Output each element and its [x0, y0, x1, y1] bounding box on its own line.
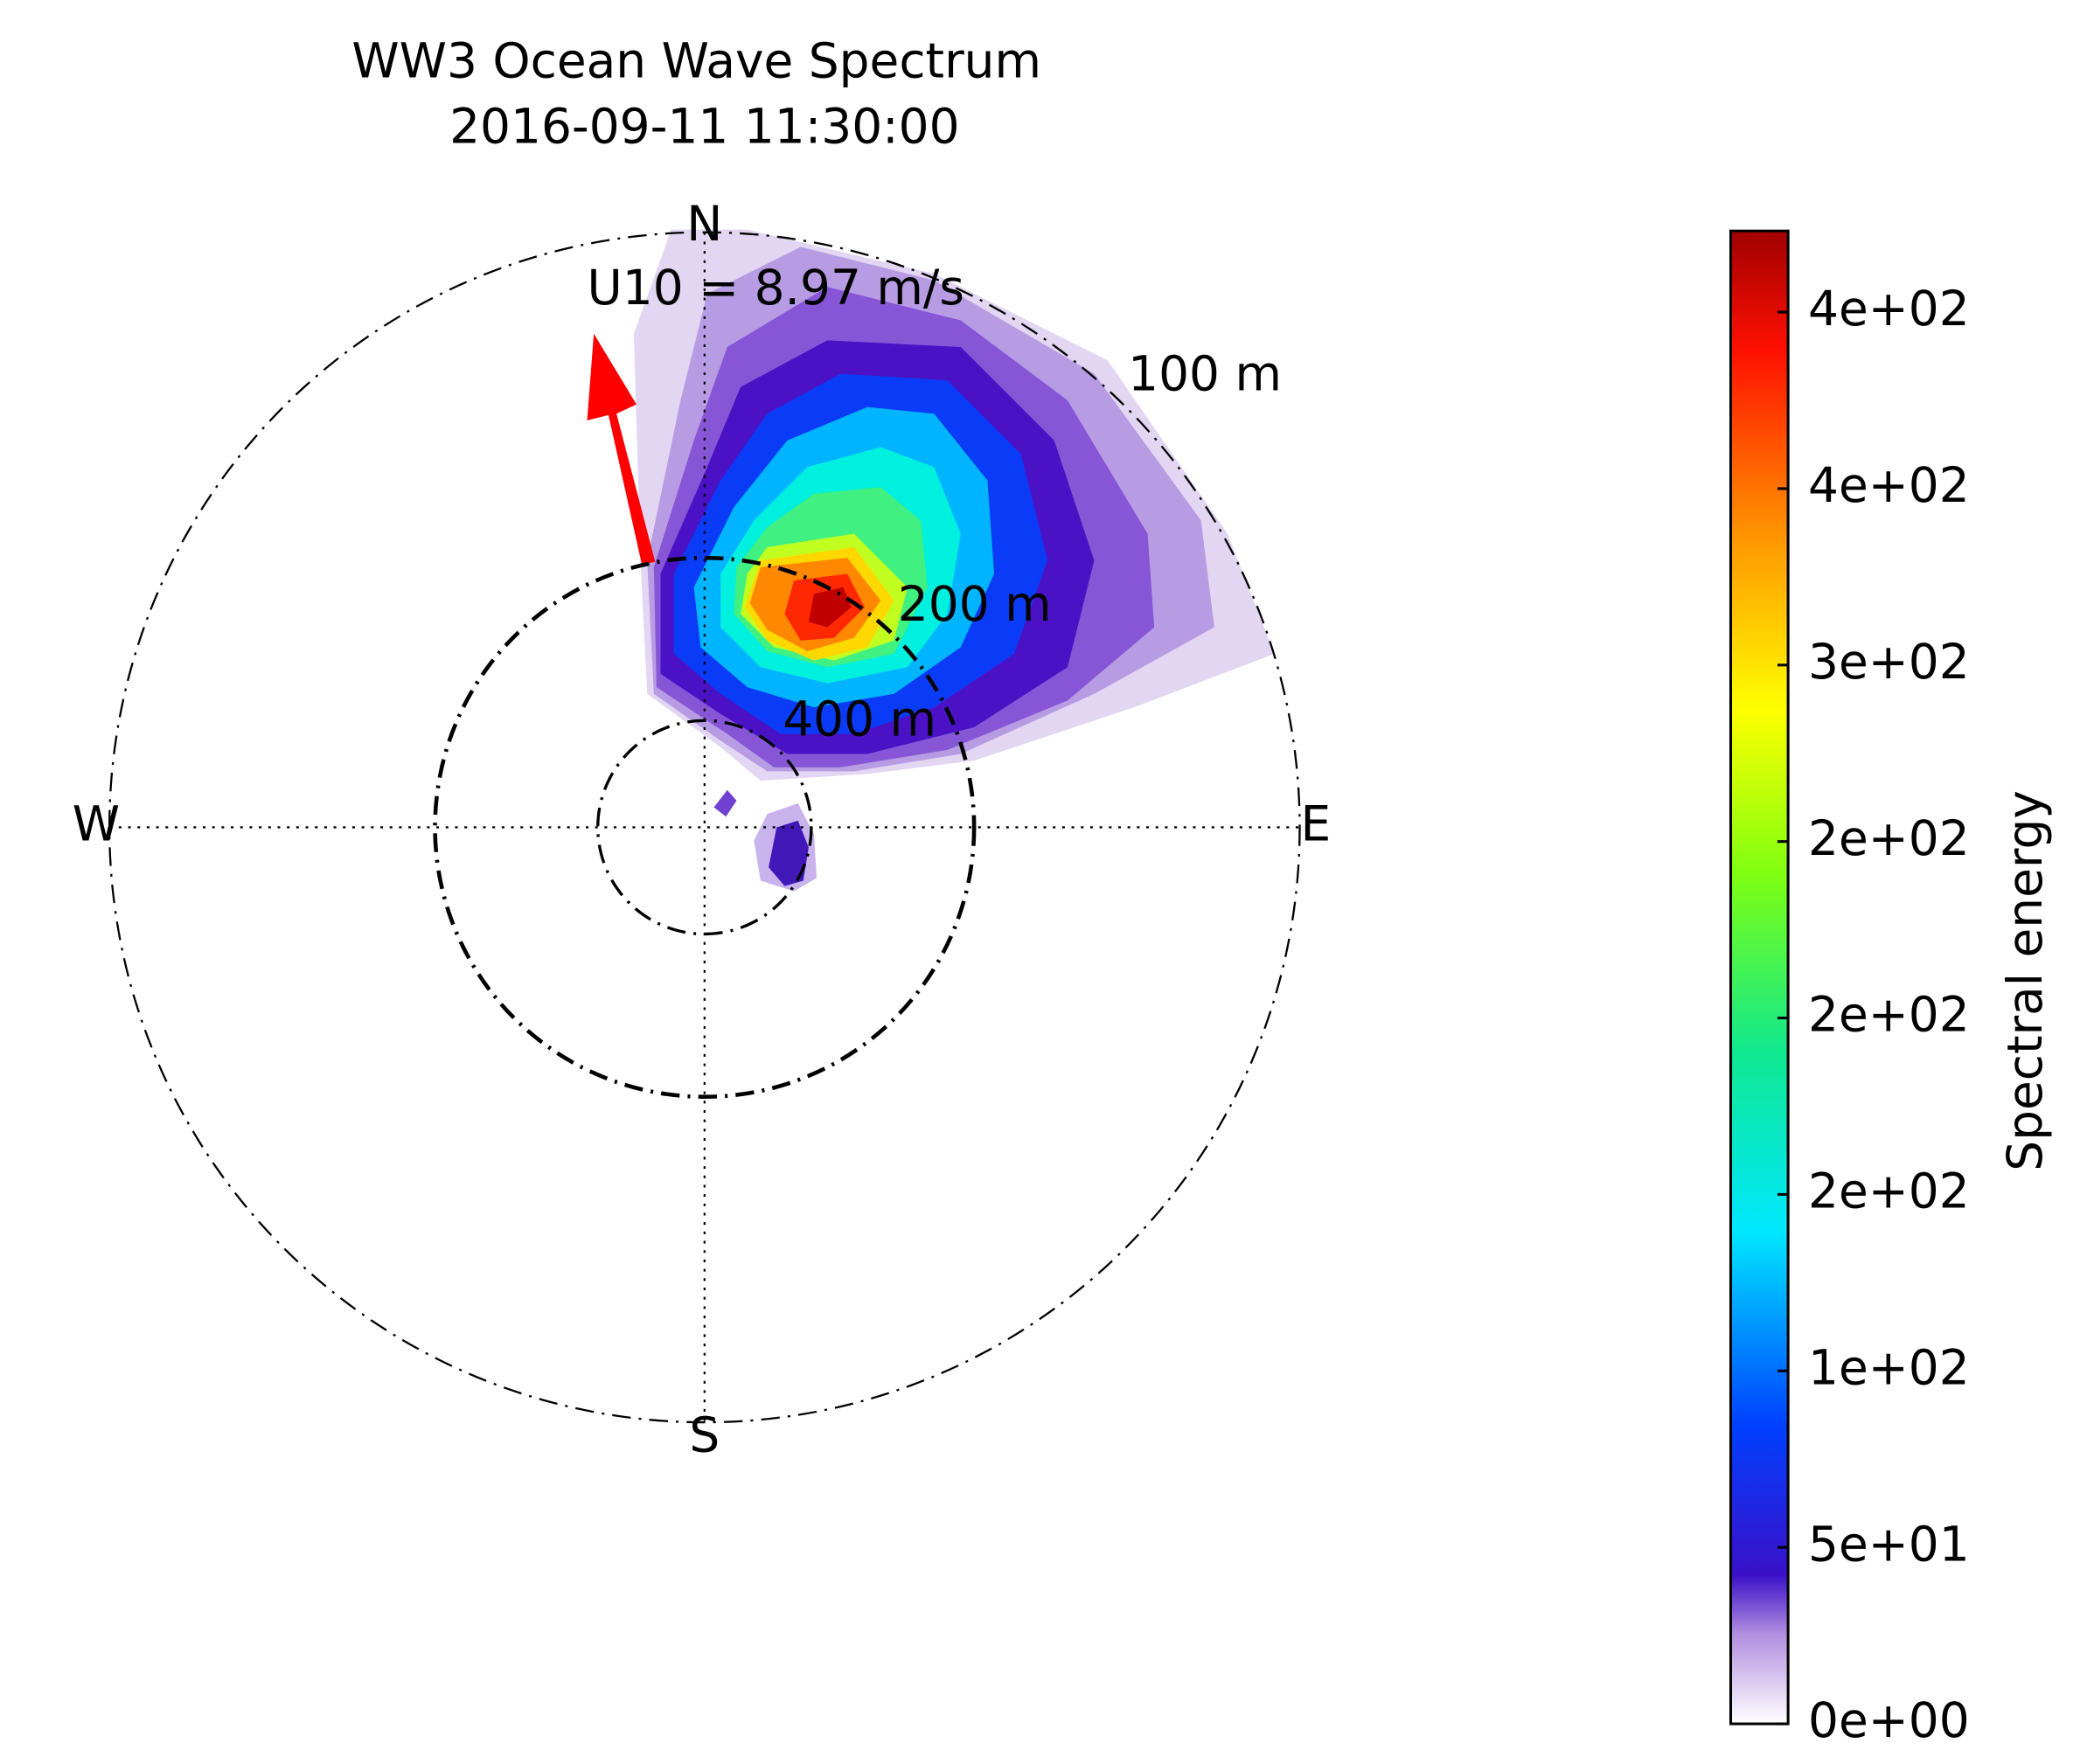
colorbar-tick-label: 1e+02 [1808, 1339, 1970, 1395]
colorbar-tick-label: 2e+02 [1808, 1163, 1970, 1219]
colorbar-tick-label: 4e+02 [1808, 281, 1970, 337]
range-ring-label: 100 m [1128, 346, 1282, 402]
colorbar-tick-label: 2e+02 [1808, 987, 1970, 1043]
range-ring [596, 719, 813, 936]
spectrum-field [633, 229, 1275, 892]
range-ring-label: 400 m [783, 691, 936, 747]
direction-label: E [1300, 796, 1331, 852]
wind-label: U10 = 8.97 m/s [588, 260, 965, 316]
range-ring [433, 555, 977, 1100]
range-ring-label: 200 m [898, 576, 1052, 632]
direction-label: N [686, 196, 722, 252]
colorbar-tick-label: 0e+00 [1808, 1692, 1970, 1748]
colorbar [1729, 229, 1790, 1726]
colorbar-tick-label: 2e+02 [1808, 810, 1970, 866]
colorbar-tick-label: 5e+01 [1808, 1516, 1970, 1572]
chart-subtitle: 2016-09-11 11:30:00 [449, 98, 959, 154]
colorbar-label: Spectral energy [1997, 790, 2053, 1171]
range-ring [108, 231, 1301, 1424]
wind-arrow [587, 333, 656, 565]
direction-label: W [73, 796, 120, 852]
colorbar-tick-label: 4e+02 [1808, 457, 1970, 513]
chart-title: WW3 Ocean Wave Spectrum [351, 33, 1041, 89]
colorbar-tick-label: 3e+02 [1808, 634, 1970, 690]
direction-label: S [689, 1407, 720, 1463]
